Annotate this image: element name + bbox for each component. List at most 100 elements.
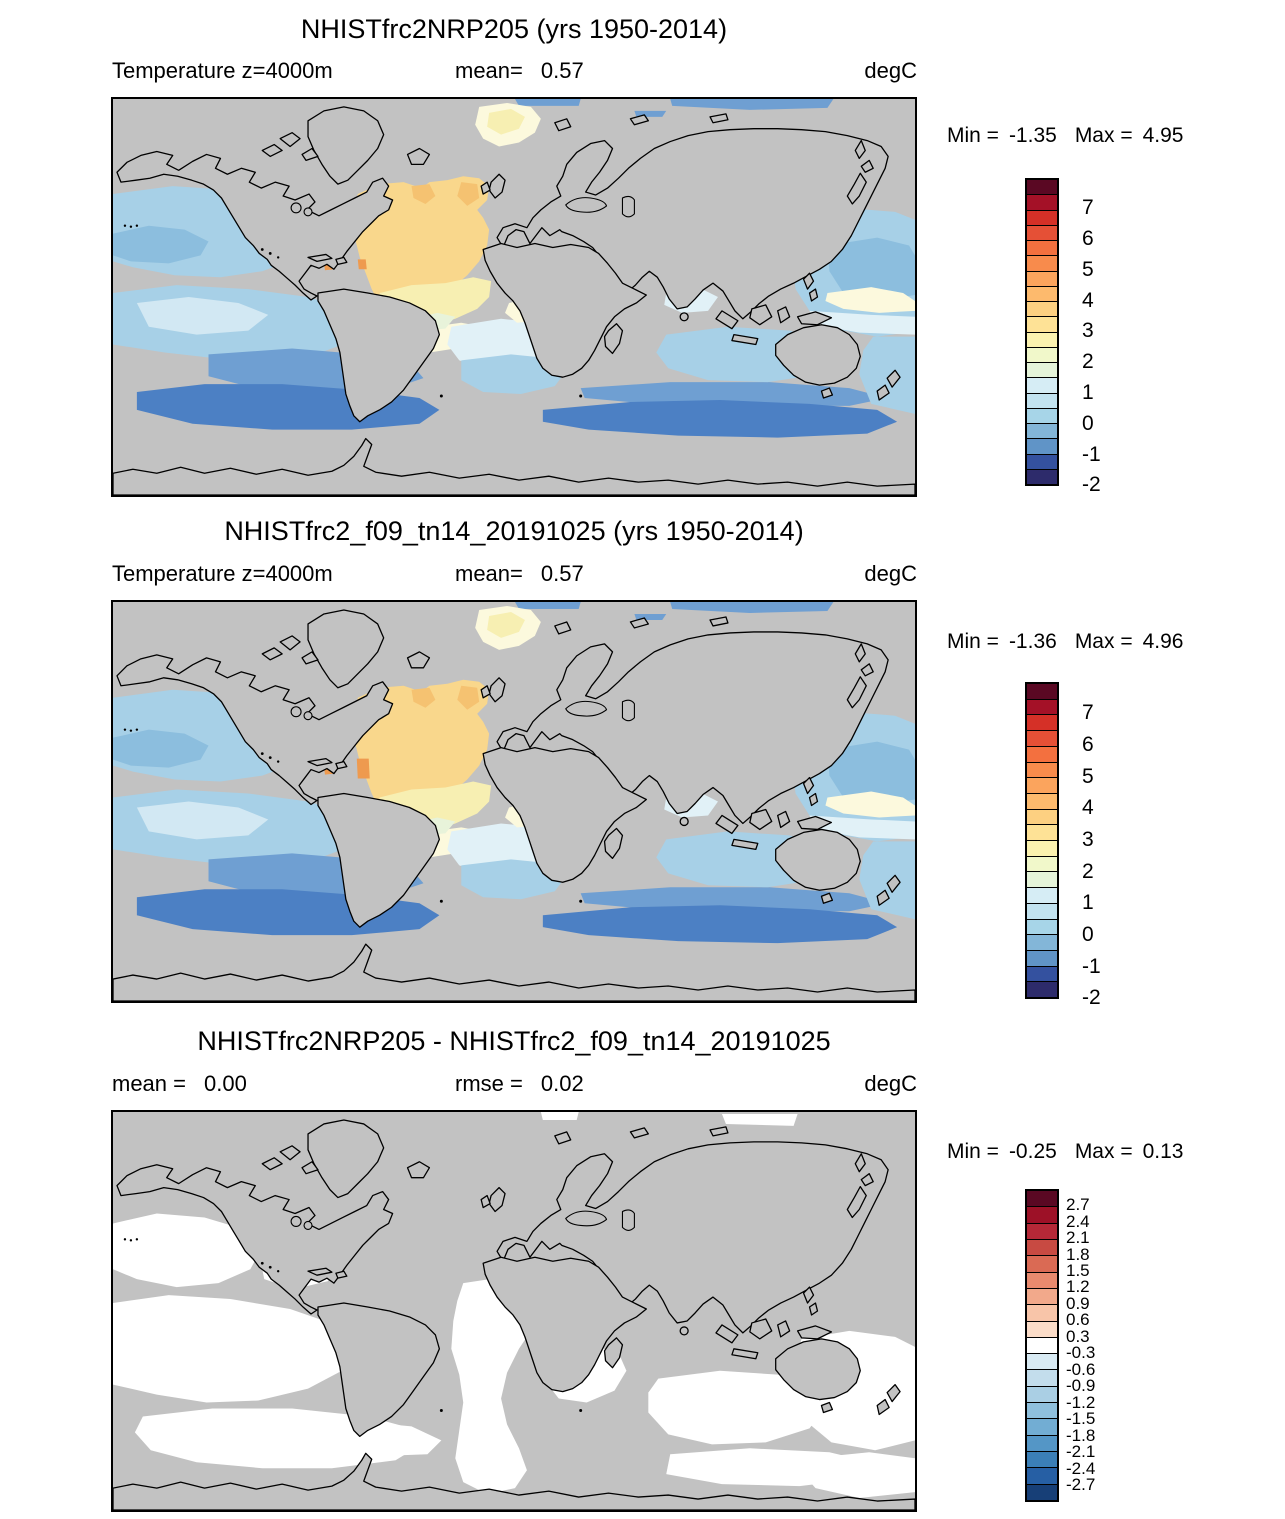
ocean-data-region-so-mid-right: [580, 887, 888, 912]
ocean-data-region-natl-warmer-2: [457, 182, 480, 206]
ocean-data-region-natl-warmer-2: [457, 685, 480, 710]
colorbar-segment: [1027, 714, 1057, 731]
colorbar-segment: [1027, 871, 1057, 888]
colorbar-tick-label: 2.1: [1066, 1228, 1090, 1248]
ocean-data-region-waus-cream: [825, 287, 915, 313]
panel2-title: NHISTfrc2_f09_tn14_20191025 (yrs 1950-20…: [224, 516, 804, 546]
panel2-field-label: Temperature z=4000m: [112, 561, 333, 586]
colorbar-tick-label: 4: [1082, 796, 1094, 820]
ocean-data-region-npac-cool: [113, 225, 209, 264]
ocean-data-region-white-arctic-2: [721, 1113, 798, 1126]
panel3-min-label: Min =: [947, 1140, 999, 1163]
colorbar-tick-label: -1: [1082, 954, 1101, 978]
world-map-svg: [113, 99, 915, 495]
colorbar-tick-label: 2: [1082, 350, 1094, 374]
ocean-data-region-arctic-strip-w: [514, 99, 581, 106]
colorbar-tick-label: -1.2: [1066, 1392, 1096, 1412]
colorbar-segment: [1027, 270, 1057, 286]
ocean-data-region-white-indian: [648, 1370, 826, 1445]
colorbar-segment: [1027, 745, 1057, 762]
panel2-colorbar-ticks: 7 6 5 4 3 2 1 0 -1 -2: [1082, 682, 1152, 1008]
colorbar-segment: [1027, 1402, 1057, 1419]
panel2-mean: mean= 0.57: [455, 561, 584, 587]
panel1-mean-value: 0.57: [540, 58, 584, 83]
ocean-data-region-wpac-strip: [859, 336, 915, 414]
colorbar-segment: [1027, 438, 1057, 454]
colorbar-tick-label: -1: [1082, 442, 1101, 466]
ocean-data-region-white-atlantic: [451, 1277, 543, 1495]
ocean-data-region-waus-cream: [825, 791, 915, 818]
panel2-max-value: 4.96: [1142, 630, 1184, 653]
colorbar-segment: [1027, 194, 1057, 210]
colorbar-tick-label: 6: [1082, 227, 1094, 251]
panel1-field-label: Temperature z=4000m: [112, 58, 333, 83]
colorbar-segment: [1027, 209, 1057, 225]
panel1-max-label: Max =: [1074, 124, 1133, 147]
ocean-data-region-npac-cool: [113, 729, 209, 768]
colorbar-segment: [1027, 761, 1057, 778]
colorbar-tick-label: 2.4: [1066, 1211, 1090, 1231]
ocean-data-region-white-swpac: [801, 1452, 915, 1499]
panel2-mean-label: mean=: [455, 561, 523, 586]
colorbar-segment: [1027, 423, 1057, 439]
colorbar-tick-label: -1.5: [1066, 1409, 1096, 1429]
colorbar-segment: [1027, 316, 1057, 332]
ocean-data-region-spac-pale: [136, 297, 269, 335]
colorbar-segment: [1027, 887, 1057, 903]
colorbar-segment: [1027, 684, 1057, 699]
panel2-units: degC: [864, 561, 917, 586]
colorbar-tick-label: -2: [1082, 473, 1101, 497]
panel1-min-value: -1.35: [1008, 124, 1057, 147]
colorbar-segment: [1027, 918, 1057, 935]
colorbar-tick-label: -0.6: [1066, 1359, 1096, 1379]
colorbar-segment: [1027, 1271, 1057, 1288]
colorbar-segment: [1027, 1467, 1057, 1484]
panel3-title: NHISTfrc2NRP205 - NHISTfrc2_f09_tn14_201…: [197, 1026, 831, 1056]
colorbar-segment: [1027, 1418, 1057, 1435]
colorbar-segment: [1027, 1483, 1057, 1500]
colorbar-tick-label: 0: [1082, 411, 1094, 435]
panel2-max-label: Max =: [1074, 630, 1133, 653]
panel3-min-value: -0.25: [1008, 1140, 1057, 1163]
panel1-title: NHISTfrc2NRP205 (yrs 1950-2014): [300, 14, 728, 44]
panel3-max-label: Max =: [1074, 1140, 1133, 1163]
ocean-data-region-wpac-strip: [859, 841, 915, 920]
colorbar-segment: [1027, 1191, 1057, 1207]
world-map-svg: [113, 1112, 915, 1510]
colorbar-tick-label: -2: [1082, 986, 1101, 1010]
colorbar-tick-label: 4: [1082, 288, 1094, 312]
ocean-data-region-natl-warm-main: [353, 176, 490, 327]
panel3-colorbar-ticks: 2.7 2.4 2.1 1.8 1.5 1.2 0.9 0.6 0.3 -0.3 -0.6 -0.9-…: [1066, 1189, 1136, 1502]
colorbar-segment: [1027, 392, 1057, 408]
colorbar-segment: [1027, 1385, 1057, 1403]
ocean-data-region-natl-warmer-1: [411, 184, 436, 204]
colorbar-segment: [1027, 840, 1057, 856]
panel1-mean-label: mean=: [455, 58, 523, 83]
colorbar-tick-label: -0.3: [1066, 1343, 1096, 1363]
ocean-data-region-arctic-strip-w: [514, 602, 581, 609]
colorbar-tick-label: 2: [1082, 859, 1094, 883]
panel3-units: degC: [864, 1071, 917, 1096]
panel3-rmse-value: 0.02: [540, 1071, 584, 1096]
colorbar-segment: [1027, 362, 1057, 378]
colorbar-segment: [1027, 1369, 1057, 1386]
colorbar-segment: [1027, 1255, 1057, 1272]
panel1-colorbar-ticks: 7 6 5 4 3 2 1 0 -1 -2: [1082, 178, 1152, 495]
colorbar-segment: [1027, 1336, 1057, 1354]
colorbar-segment: [1027, 1287, 1057, 1305]
panel3-minmax: Min = -0.25 Max = 0.13: [947, 1140, 1201, 1164]
panel2-min-label: Min =: [947, 630, 999, 653]
panel1-colorbar: [1025, 178, 1059, 486]
panel3-mean-label: mean =: [112, 1071, 186, 1096]
ocean-data-region-nwpac-cool: [827, 741, 915, 806]
panel3-world-map: [111, 1110, 917, 1512]
colorbar-segment: [1027, 331, 1057, 347]
colorbar-tick-label: 1.2: [1066, 1277, 1090, 1297]
colorbar-tick-label: -0.9: [1066, 1376, 1096, 1396]
colorbar-segment: [1027, 285, 1057, 301]
panel2-colorbar: [1025, 682, 1059, 999]
colorbar-segment: [1027, 346, 1057, 362]
colorbar-segment: [1027, 730, 1057, 746]
colorbar-tick-label: 5: [1082, 257, 1094, 281]
